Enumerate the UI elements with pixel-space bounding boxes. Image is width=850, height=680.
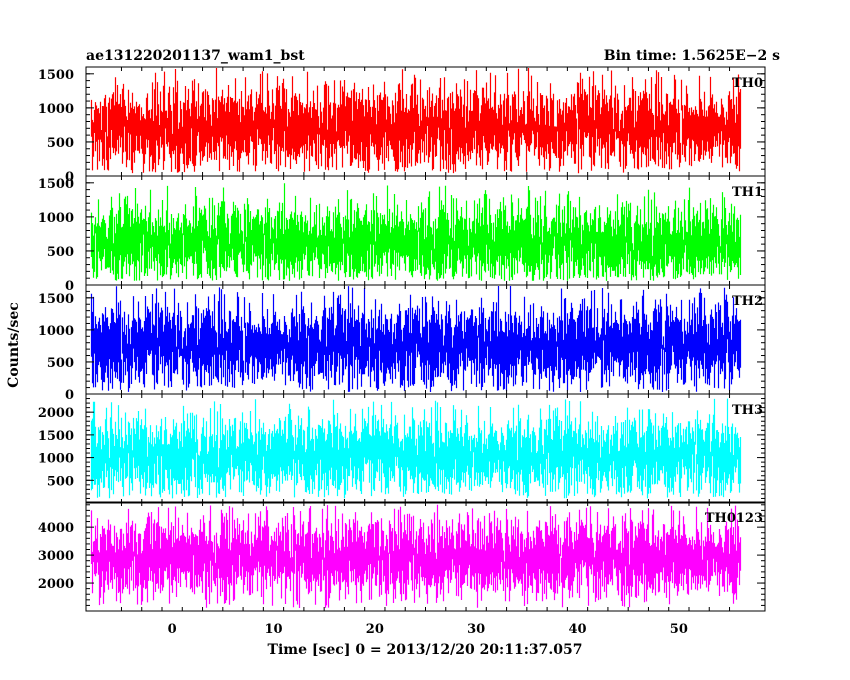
- y-tick-label: 2000: [38, 577, 74, 592]
- y-tick-label: 500: [47, 245, 74, 260]
- y-tick-label: 2000: [38, 406, 74, 421]
- panel-label-th0123: TH0123: [705, 511, 763, 526]
- y-tick-label: 500: [47, 136, 74, 151]
- y-tick-label: 500: [47, 474, 74, 489]
- y-tick-label: 0: [65, 170, 74, 185]
- y-tick-label: 1000: [38, 324, 74, 339]
- y-tick-label: 1000: [38, 211, 74, 226]
- y-tick-label: 1500: [38, 177, 74, 192]
- y-tick-label: 0: [65, 388, 74, 403]
- y-tick-label: 1000: [38, 102, 74, 117]
- y-tick-label: 1000: [38, 452, 74, 467]
- panel-label-th3: TH3: [732, 403, 763, 418]
- panel-label-th0: TH0: [732, 76, 763, 91]
- x-tick-label: 20: [366, 622, 384, 637]
- panels-group: 050010001500TH0050010001500TH10500100015…: [38, 66, 766, 637]
- series-th1-line: [90, 183, 742, 281]
- y-tick-label: 3000: [38, 549, 74, 564]
- y-tick-label: 500: [47, 356, 74, 371]
- x-tick-label: 50: [670, 622, 688, 637]
- panel-label-th1: TH1: [732, 185, 763, 200]
- y-tick-label: 1500: [38, 292, 74, 307]
- y-axis-label: Counts/sec: [6, 302, 22, 388]
- x-tick-label: 30: [467, 622, 485, 637]
- y-tick-label: 1500: [38, 68, 74, 83]
- chart-title-left: ae131220201137_wam1_bst: [86, 48, 305, 64]
- series-th0-line: [90, 68, 742, 174]
- x-tick-label: 0: [168, 622, 177, 637]
- chart-title-right: Bin time: 1.5625E−2 s: [604, 48, 780, 64]
- series-th0123-line: [90, 504, 742, 608]
- series-th3-line: [90, 398, 742, 499]
- y-tick-label: 0: [65, 279, 74, 294]
- y-tick-label: 4000: [38, 521, 74, 536]
- x-axis-label: Time [sec] 0 = 2013/12/20 20:11:37.057: [268, 642, 583, 658]
- x-tick-label: 10: [264, 622, 282, 637]
- panel-label-th2: TH2: [732, 294, 763, 309]
- x-tick-label: 40: [568, 622, 586, 637]
- y-tick-label: 1500: [38, 429, 74, 444]
- series-th2-line: [90, 286, 742, 392]
